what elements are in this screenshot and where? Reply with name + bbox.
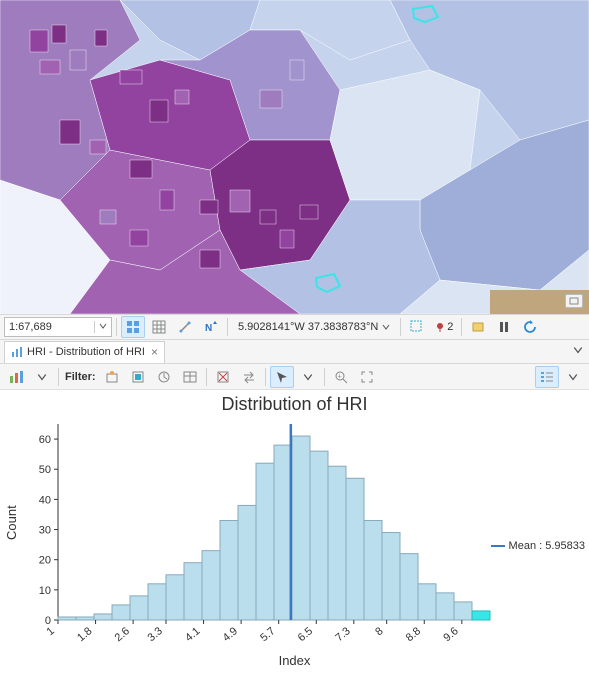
chart-area[interactable]: Distribution of HRI Count Index Mean : 5…	[0, 390, 589, 672]
filter-extent-icon[interactable]	[100, 366, 124, 388]
chart-canvas[interactable]: 010203040506011.82.63.34.14.95.76.57.388…	[0, 390, 589, 672]
svg-text:8.8: 8.8	[404, 625, 423, 644]
separator	[461, 318, 462, 336]
map-panel-icon[interactable]	[565, 294, 583, 308]
map-status-bar: 1:67,689 N 5.9028141°W 37.3838783°N 2	[0, 314, 589, 340]
mean-legend: Mean : 5.95833	[491, 540, 585, 552]
legend-toggle-icon[interactable]	[535, 366, 559, 388]
svg-text:9.6: 9.6	[441, 625, 460, 644]
filter-selection-icon[interactable]	[126, 366, 150, 388]
separator	[58, 368, 59, 386]
coordinates-display[interactable]: 5.9028141°W 37.3838783°N	[232, 321, 396, 333]
mean-line-icon	[491, 545, 505, 547]
svg-text:3.3: 3.3	[145, 625, 164, 644]
filter-table-icon[interactable]	[178, 366, 202, 388]
svg-text:+: +	[337, 373, 341, 380]
zoom-selection-icon[interactable]: +	[329, 366, 353, 388]
grid-icon[interactable]	[147, 316, 171, 338]
svg-text:1: 1	[45, 625, 57, 638]
panel-menu-chevron[interactable]	[573, 345, 583, 358]
svg-text:30: 30	[39, 525, 51, 537]
separator	[400, 318, 401, 336]
separator	[227, 318, 228, 336]
svg-text:7.3: 7.3	[333, 625, 352, 644]
chart-icon	[11, 346, 23, 358]
svg-text:4.9: 4.9	[221, 625, 240, 644]
svg-text:60: 60	[39, 434, 51, 446]
separator	[324, 368, 325, 386]
chart-tab-title: HRI - Distribution of HRI	[27, 346, 145, 358]
selection-count: 2	[431, 321, 457, 333]
svg-text:50: 50	[39, 464, 51, 476]
chart-title: Distribution of HRI	[0, 394, 589, 415]
inference-icon[interactable]: N	[199, 316, 223, 338]
separator	[206, 368, 207, 386]
refresh-icon[interactable]	[518, 316, 542, 338]
chart-type-icon[interactable]	[4, 366, 28, 388]
chart-toolbar: Filter: +	[0, 364, 589, 390]
selection-mode-icon[interactable]	[270, 366, 294, 388]
filter-label: Filter:	[63, 371, 98, 383]
pin-icon	[435, 322, 445, 332]
scale-combobox[interactable]: 1:67,689	[4, 317, 112, 337]
svg-text:20: 20	[39, 555, 51, 567]
clear-selection-icon[interactable]	[211, 366, 235, 388]
legend-dropdown[interactable]	[561, 366, 585, 388]
pause-icon[interactable]	[492, 316, 516, 338]
filter-time-icon[interactable]	[152, 366, 176, 388]
selection-count-value: 2	[447, 321, 453, 333]
svg-text:6.5: 6.5	[296, 625, 315, 644]
separator	[116, 318, 117, 336]
full-extent-icon[interactable]	[355, 366, 379, 388]
svg-text:2.6: 2.6	[113, 625, 132, 644]
svg-text:N: N	[205, 323, 212, 334]
svg-text:10: 10	[39, 585, 51, 597]
close-icon[interactable]: ×	[151, 345, 158, 359]
chart-filter-dropdown[interactable]	[30, 366, 54, 388]
chart-xlabel: Index	[0, 653, 589, 668]
chart-ylabel: Count	[4, 505, 19, 540]
chevron-down-icon	[382, 323, 390, 331]
chart-panel-tabbar: HRI - Distribution of HRI ×	[0, 340, 589, 364]
mean-legend-label: Mean : 5.95833	[509, 540, 585, 552]
svg-text:4.1: 4.1	[183, 625, 202, 644]
selection-mode-dropdown[interactable]	[296, 366, 320, 388]
constraints-icon[interactable]	[173, 316, 197, 338]
chevron-down-icon	[94, 321, 107, 333]
svg-text:40: 40	[39, 494, 51, 506]
coordinates-value: 5.9028141°W 37.3838783°N	[238, 321, 378, 333]
selection-tool-icon[interactable]	[405, 316, 429, 338]
separator	[265, 368, 266, 386]
snapping-icon[interactable]	[121, 316, 145, 338]
chart-tab[interactable]: HRI - Distribution of HRI ×	[4, 341, 165, 363]
map-view[interactable]	[0, 0, 589, 314]
svg-text:1.8: 1.8	[75, 625, 94, 644]
svg-text:8: 8	[373, 625, 385, 638]
swap-icon[interactable]	[237, 366, 261, 388]
svg-text:5.7: 5.7	[258, 625, 277, 644]
catalog-icon[interactable]	[466, 316, 490, 338]
scale-value: 1:67,689	[9, 321, 52, 333]
